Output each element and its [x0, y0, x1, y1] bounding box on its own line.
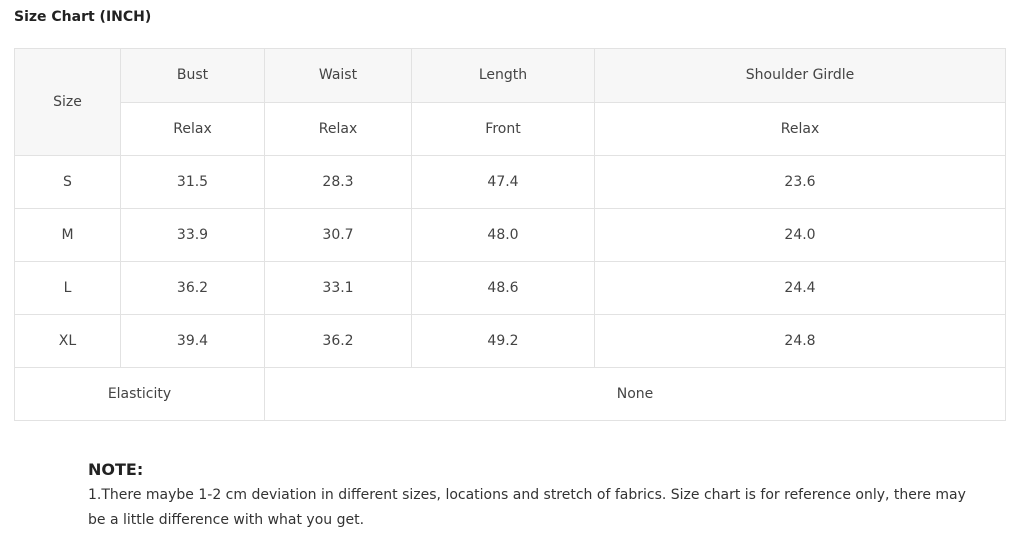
size-chart-table: Size Bust Waist Length Shoulder Girdle R… — [14, 48, 1006, 421]
size-cell: XL — [14, 314, 121, 368]
value-cell: 47.4 — [411, 155, 595, 209]
elasticity-row: Elasticity None — [14, 367, 1006, 421]
value-cell: 24.0 — [594, 208, 1006, 262]
value-cell: 33.1 — [264, 261, 412, 315]
table-row: L 36.2 33.1 48.6 24.4 — [14, 261, 1006, 315]
subheader-cell: Relax — [120, 101, 265, 156]
table-row: S 31.5 28.3 47.4 23.6 — [14, 155, 1006, 209]
value-cell: 33.9 — [120, 208, 265, 262]
subheader-cell: Relax — [594, 101, 1006, 156]
value-cell: 49.2 — [411, 314, 595, 368]
header-cell: Bust — [120, 48, 265, 103]
subheader-row: Relax Relax Front Relax — [15, 101, 1006, 156]
header-cell: Waist — [264, 48, 412, 103]
note-heading: NOTE: — [88, 460, 144, 479]
value-cell: 36.2 — [120, 261, 265, 315]
note-text: 1.There maybe 1-2 cm deviation in differ… — [88, 487, 966, 528]
size-cell: M — [14, 208, 121, 262]
value-cell: 48.6 — [411, 261, 595, 315]
value-cell: 30.7 — [264, 208, 412, 262]
value-cell: 31.5 — [120, 155, 265, 209]
note-section: NOTE: 1.There maybe 1-2 cm deviation in … — [88, 460, 968, 533]
header-cell: Shoulder Girdle — [594, 48, 1006, 103]
elasticity-value: None — [264, 367, 1006, 421]
table-row: M 33.9 30.7 48.0 24.0 — [14, 208, 1006, 262]
value-cell: 36.2 — [264, 314, 412, 368]
subheader-cell: Front — [411, 101, 595, 156]
value-cell: 39.4 — [120, 314, 265, 368]
subheader-cell: Relax — [264, 101, 412, 156]
value-cell: 23.6 — [594, 155, 1006, 209]
value-cell: 48.0 — [411, 208, 595, 262]
size-cell: L — [14, 261, 121, 315]
page-title: Size Chart (INCH) — [14, 9, 152, 25]
header-cell: Length — [411, 48, 595, 103]
elasticity-label: Elasticity — [14, 367, 265, 421]
size-header: Size — [14, 48, 121, 156]
value-cell: 24.4 — [594, 261, 1006, 315]
header-row: Size Bust Waist Length Shoulder Girdle — [14, 48, 1006, 156]
value-cell: 28.3 — [264, 155, 412, 209]
size-cell: S — [14, 155, 121, 209]
value-cell: 24.8 — [594, 314, 1006, 368]
table-row: XL 39.4 36.2 49.2 24.8 — [14, 314, 1006, 368]
